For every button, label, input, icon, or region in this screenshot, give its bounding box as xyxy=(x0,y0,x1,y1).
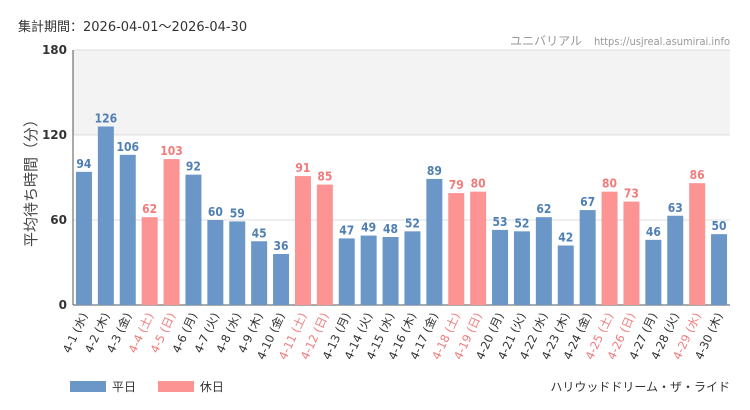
bar-value-label: 62 xyxy=(536,202,551,216)
bar-value-label: 59 xyxy=(230,206,245,220)
bar xyxy=(711,234,728,305)
legend-label-weekday: 平日 xyxy=(112,380,137,394)
bar xyxy=(689,183,706,305)
bar-value-label: 85 xyxy=(317,170,332,184)
bar-value-label: 91 xyxy=(295,161,310,175)
bar-value-label: 92 xyxy=(186,160,201,174)
bar xyxy=(75,171,92,305)
site-name: ユニバリアル xyxy=(510,34,582,48)
legend-item-weekday[interactable]: 平日 xyxy=(70,378,136,395)
bar-value-label: 52 xyxy=(514,216,529,230)
bar-value-label: 80 xyxy=(471,177,486,191)
bar-value-label: 50 xyxy=(712,219,727,233)
bar xyxy=(97,126,114,305)
legend-swatch-holiday xyxy=(157,381,194,392)
bar-value-label: 103 xyxy=(160,144,183,158)
bar xyxy=(645,239,662,305)
y-tick-label: 120 xyxy=(42,128,67,142)
y-axis-title: 平均待ち時間（分） xyxy=(22,112,40,247)
bar xyxy=(141,217,158,305)
bar xyxy=(601,191,618,305)
bar xyxy=(251,241,268,305)
bar-value-label: 45 xyxy=(252,226,267,240)
bar-value-label: 48 xyxy=(383,222,398,236)
attraction-caption: ハリウッドドリーム・ザ・ライド xyxy=(550,380,730,394)
bar-value-label: 46 xyxy=(646,225,661,239)
bar xyxy=(579,210,596,305)
bar xyxy=(229,221,246,305)
bar-value-label: 62 xyxy=(142,202,157,216)
y-tick-label: 180 xyxy=(42,43,67,57)
legend-item-holiday[interactable]: 休日 xyxy=(157,378,224,395)
bar xyxy=(316,184,333,305)
bar xyxy=(360,235,377,305)
bar-value-label: 47 xyxy=(339,223,354,237)
legend-swatch-weekday xyxy=(70,381,106,392)
bar-value-label: 36 xyxy=(274,239,289,253)
bar xyxy=(185,174,202,305)
bar xyxy=(448,193,465,305)
bar-value-label: 94 xyxy=(76,157,92,171)
bar-value-label: 126 xyxy=(95,112,118,126)
y-tick-label: 0 xyxy=(59,298,67,312)
bar xyxy=(557,245,574,305)
bar xyxy=(273,254,290,305)
bar-value-label: 73 xyxy=(624,187,639,201)
bar xyxy=(513,231,530,305)
bar-value-label: 106 xyxy=(116,140,139,154)
bar xyxy=(492,229,509,305)
bar-value-label: 49 xyxy=(361,221,376,235)
bar xyxy=(207,220,224,305)
bar xyxy=(294,176,311,305)
bar-value-label: 42 xyxy=(558,231,573,245)
y-tick-label: 60 xyxy=(50,213,67,227)
bar-value-label: 53 xyxy=(493,215,508,229)
bar-value-label: 80 xyxy=(602,177,617,191)
bar-value-label: 89 xyxy=(427,164,442,178)
bar xyxy=(119,154,136,305)
site-credit: ユニバリアル https://usjreal.asumirai.info xyxy=(510,32,730,49)
bar xyxy=(382,237,399,305)
bar-value-label: 63 xyxy=(668,201,683,215)
bar xyxy=(163,159,180,305)
bar-value-label: 60 xyxy=(208,205,223,219)
bar xyxy=(535,217,552,305)
legend: 平日 休日 xyxy=(70,378,242,395)
bar-value-label: 79 xyxy=(449,178,464,192)
bar-value-label: 67 xyxy=(580,195,595,209)
bar-value-label: 52 xyxy=(405,216,420,230)
bar xyxy=(623,201,640,305)
bar xyxy=(426,178,443,305)
bar xyxy=(404,231,421,305)
upper-band xyxy=(73,50,730,135)
site-url[interactable]: https://usjreal.asumirai.info xyxy=(594,35,730,48)
bar-value-label: 86 xyxy=(690,168,705,182)
legend-label-holiday: 休日 xyxy=(199,380,224,394)
period-label: 集計期間：2026-04-01～2026-04-30 xyxy=(18,20,248,35)
bar xyxy=(667,215,684,305)
bar xyxy=(338,238,355,305)
bar xyxy=(470,191,487,305)
